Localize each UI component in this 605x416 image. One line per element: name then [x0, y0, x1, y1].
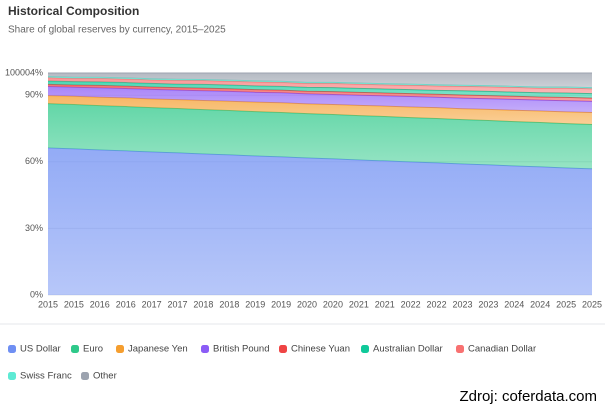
chart-title: Historical Composition — [8, 4, 139, 18]
legend-swatch — [71, 345, 79, 353]
legend-swatch — [279, 345, 287, 353]
legend-label: Canadian Dollar — [468, 344, 536, 355]
legend-label: Japanese Yen — [128, 344, 188, 355]
area — [48, 103, 592, 169]
area — [48, 148, 592, 295]
x-tick-label: 2020 — [323, 299, 343, 309]
x-tick-label: 2025 — [556, 299, 576, 309]
legend-swatch — [8, 345, 16, 353]
area — [48, 80, 592, 99]
y-tick-label: 0% — [30, 289, 43, 299]
x-tick-label: 2015 — [64, 299, 84, 309]
x-tick-label: 2021 — [375, 299, 395, 309]
legend-swatch — [201, 345, 209, 353]
x-tick-label: 2022 — [427, 299, 447, 309]
x-tick-label: 2019 — [271, 299, 291, 309]
x-tick-label: 2023 — [478, 299, 498, 309]
area — [48, 77, 592, 94]
legend-label: Euro — [83, 344, 103, 355]
legend-swatch — [8, 372, 16, 380]
x-tick-label: 2015 — [38, 299, 58, 309]
x-tick-label: 2018 — [219, 299, 239, 309]
legend-label: Australian Dollar — [373, 344, 443, 355]
legend-label: US Dollar — [20, 344, 61, 355]
legend-swatch — [116, 345, 124, 353]
x-tick-label: 2016 — [116, 299, 136, 309]
x-tick-label: 2017 — [168, 299, 188, 309]
x-tick-label: 2019 — [245, 299, 265, 309]
legend-label: Chinese Yuan — [291, 344, 350, 355]
area — [48, 95, 592, 125]
source: Zdroj: coferdata.com — [459, 388, 597, 405]
x-tick-label: 2022 — [401, 299, 421, 309]
x-tick-label: 2018 — [193, 299, 213, 309]
x-tick-label: 2017 — [142, 299, 162, 309]
y-tick-label: 100004% — [5, 67, 43, 77]
legend-swatch — [456, 345, 464, 353]
y-tick-label: 60% — [25, 156, 43, 166]
y-tick-label: 90% — [25, 90, 43, 100]
y-tick-label: 30% — [25, 223, 43, 233]
x-tick-label: 2024 — [530, 299, 550, 309]
area — [48, 86, 592, 113]
legend-swatch — [361, 345, 369, 353]
x-tick-label: 2020 — [297, 299, 317, 309]
x-tick-label: 2021 — [349, 299, 369, 309]
legend-label: British Pound — [213, 344, 270, 355]
area — [48, 84, 592, 102]
x-tick-label: 2016 — [90, 299, 110, 309]
x-tick-label: 2023 — [452, 299, 472, 309]
legend-label: Other — [93, 371, 117, 382]
legend-swatch — [81, 372, 89, 380]
area — [48, 73, 592, 88]
chart-subtitle: Share of global reserves by currency, 20… — [8, 25, 226, 36]
x-tick-label: 2025 — [582, 299, 602, 309]
legend-label: Swiss Franc — [20, 371, 72, 382]
x-tick-label: 2024 — [504, 299, 524, 309]
